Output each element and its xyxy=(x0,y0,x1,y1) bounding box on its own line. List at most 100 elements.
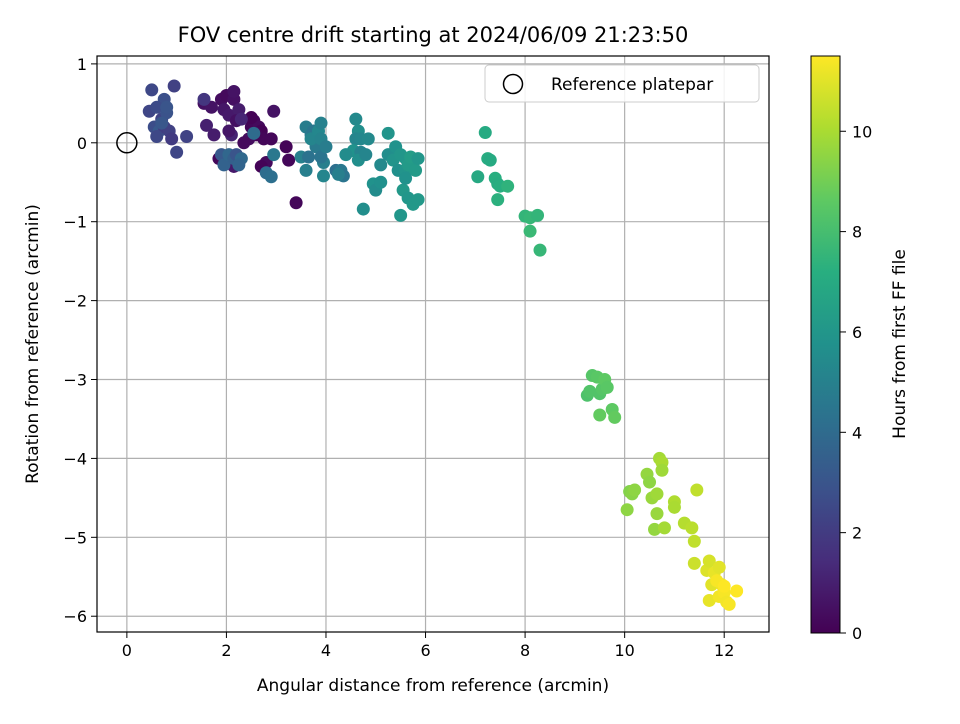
data-point xyxy=(657,521,671,535)
x-tick-label: 4 xyxy=(321,641,331,660)
data-point xyxy=(523,224,537,238)
data-point xyxy=(264,132,278,146)
colorbar-tick-label: 6 xyxy=(852,323,862,342)
data-point xyxy=(593,408,607,422)
data-point xyxy=(314,150,328,164)
data-points xyxy=(142,79,744,611)
data-point xyxy=(411,152,425,166)
colorbar-tick-label: 0 xyxy=(852,624,862,643)
data-point xyxy=(165,132,179,146)
colorbar-ticks: 0 2 4 6 8 10 xyxy=(840,122,872,643)
data-point xyxy=(478,126,492,140)
y-axis-ticks: 1 0 −1 −2 −3 −4 −5 −6 xyxy=(63,55,97,626)
data-point xyxy=(643,475,657,489)
data-point xyxy=(207,128,221,142)
data-point xyxy=(167,79,181,93)
data-point xyxy=(533,243,547,257)
y-tick-label: −4 xyxy=(63,449,87,468)
data-point xyxy=(267,148,281,162)
y-tick-label: −3 xyxy=(63,371,87,390)
data-point xyxy=(234,112,248,126)
data-point xyxy=(302,150,316,164)
data-point xyxy=(690,483,704,497)
data-point xyxy=(160,100,174,114)
data-point xyxy=(717,579,731,593)
x-tick-label: 6 xyxy=(420,641,430,660)
data-point xyxy=(339,148,353,162)
colorbar-tick-label: 4 xyxy=(852,423,862,442)
data-point xyxy=(655,463,669,477)
data-point xyxy=(361,132,375,146)
data-point xyxy=(359,148,373,162)
data-point xyxy=(299,163,313,177)
data-point xyxy=(491,193,505,207)
data-point xyxy=(331,167,345,181)
data-point xyxy=(244,111,258,125)
data-point xyxy=(319,140,333,154)
x-tick-label: 10 xyxy=(614,641,634,660)
data-point xyxy=(227,85,241,99)
data-point xyxy=(180,129,194,143)
x-tick-label: 2 xyxy=(221,641,231,660)
data-point xyxy=(381,126,395,140)
x-tick-label: 8 xyxy=(520,641,530,660)
data-point xyxy=(145,83,159,97)
data-point xyxy=(264,170,278,184)
data-point xyxy=(702,593,716,607)
data-point xyxy=(712,560,726,574)
data-point xyxy=(374,175,388,189)
plot-frame xyxy=(96,55,770,633)
data-point xyxy=(150,100,164,114)
data-point xyxy=(531,208,545,222)
data-point xyxy=(316,169,330,183)
y-tick-label: 1 xyxy=(77,55,87,74)
data-point xyxy=(409,163,423,177)
colorbar-tick-label: 10 xyxy=(852,122,872,141)
x-tick-label: 0 xyxy=(122,641,132,660)
data-point xyxy=(200,118,214,132)
data-point xyxy=(267,104,281,118)
reference-platepar-marker xyxy=(116,132,138,154)
colorbar-label: Hours from first FF file xyxy=(890,249,910,439)
data-point xyxy=(349,112,363,126)
data-point xyxy=(197,92,211,106)
data-point xyxy=(282,153,296,167)
data-point xyxy=(648,522,662,536)
chart-title: FOV centre drift starting at 2024/06/09 … xyxy=(178,23,689,47)
data-point xyxy=(155,116,169,130)
data-point xyxy=(730,584,744,598)
data-point xyxy=(600,380,614,394)
data-point xyxy=(150,129,164,143)
data-point xyxy=(289,196,303,210)
data-point xyxy=(247,126,261,140)
data-point xyxy=(411,193,425,207)
colorbar-tick-label: 2 xyxy=(852,524,862,543)
data-point xyxy=(237,136,251,150)
data-point xyxy=(650,487,664,501)
data-point xyxy=(685,521,699,535)
legend-entry-reference-platepar: Reference platepar xyxy=(551,75,713,95)
y-tick-label: −2 xyxy=(63,292,87,311)
grid-lines xyxy=(97,56,769,632)
data-point xyxy=(399,171,413,185)
data-point xyxy=(170,145,184,159)
y-tick-label: −5 xyxy=(63,528,87,547)
legend-reference-marker xyxy=(502,73,524,95)
data-point xyxy=(217,158,231,172)
x-tick-label: 12 xyxy=(714,641,734,660)
data-point xyxy=(356,202,370,216)
data-point xyxy=(620,503,634,517)
data-point xyxy=(501,179,515,193)
reference-marker-group xyxy=(116,132,138,154)
data-point xyxy=(583,384,597,398)
data-point xyxy=(667,500,681,514)
plot-area xyxy=(97,56,769,632)
data-point xyxy=(722,597,736,611)
legend: Reference platepar xyxy=(484,64,760,103)
y-tick-label: −6 xyxy=(63,607,87,626)
legend-box xyxy=(484,64,760,103)
data-point xyxy=(608,410,622,424)
data-point xyxy=(628,483,642,497)
data-point xyxy=(374,158,388,172)
x-axis-label: Angular distance from reference (arcmin) xyxy=(257,676,609,696)
